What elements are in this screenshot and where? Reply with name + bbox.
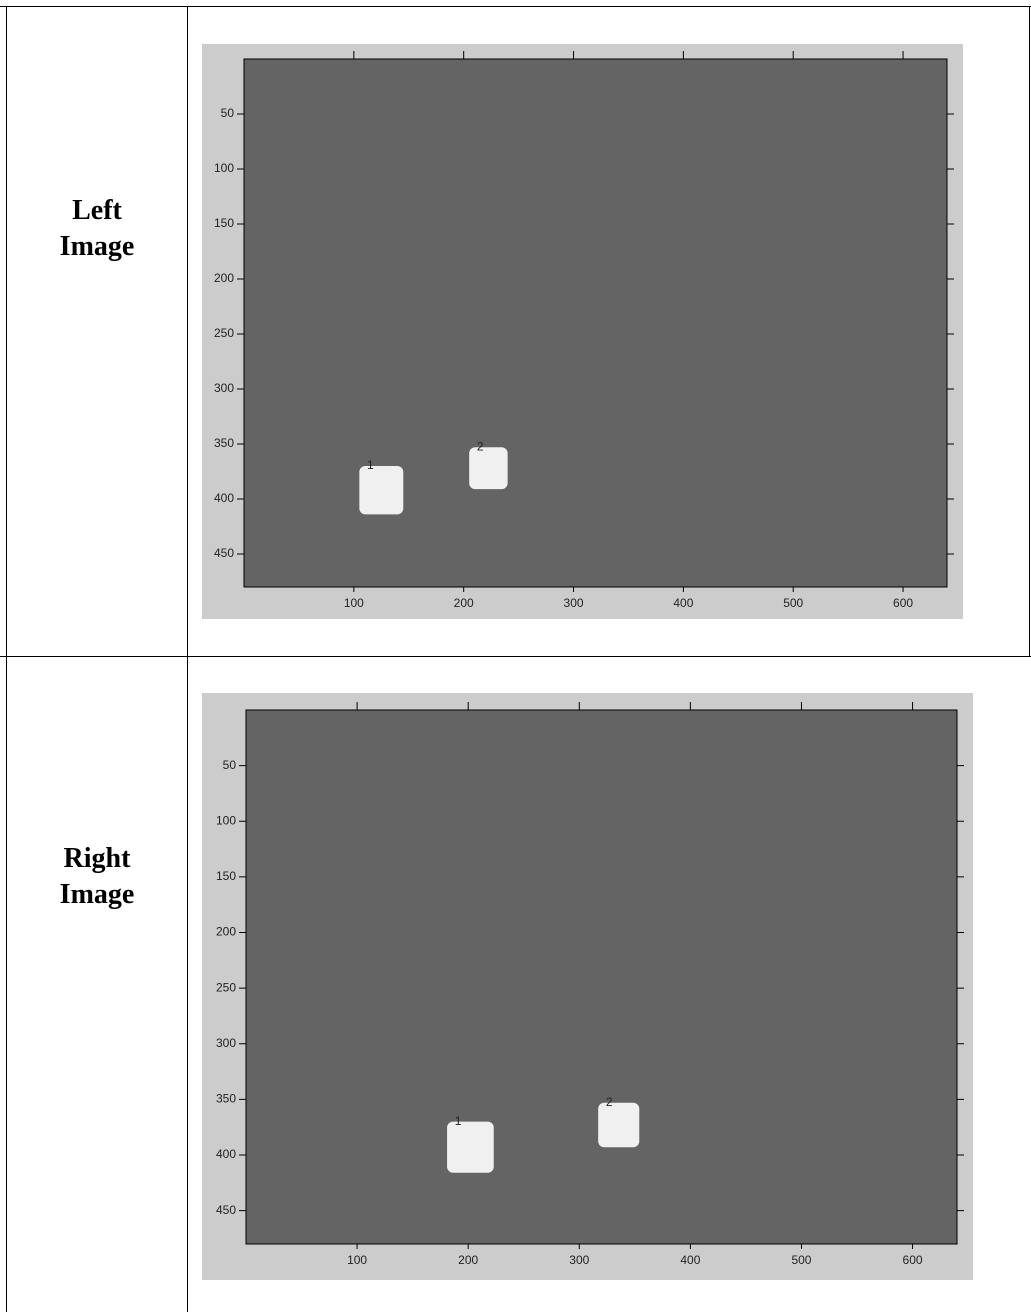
y-tick-label: 150 <box>216 869 236 883</box>
y-tick-label: 150 <box>214 216 234 230</box>
table-border <box>6 6 7 1312</box>
y-tick-label: 400 <box>216 1147 236 1161</box>
y-tick-label: 350 <box>216 1092 236 1106</box>
x-tick-label: 100 <box>347 1253 367 1267</box>
x-tick-label: 500 <box>783 596 803 610</box>
table-border <box>0 656 1031 657</box>
image-plot: 100 200 300 400 500 600 50 100 150 200 250 300 350 40… <box>202 693 973 1280</box>
y-tick-label: 50 <box>221 106 235 120</box>
table-border <box>1029 6 1030 657</box>
table-border <box>0 6 1031 7</box>
x-tick-label: 200 <box>458 1253 478 1267</box>
y-tick-label: 100 <box>216 813 236 827</box>
y-tick-label: 300 <box>214 381 234 395</box>
row-label: Left Image <box>32 193 162 265</box>
y-tick-label: 450 <box>214 546 234 560</box>
region-blob <box>469 447 507 489</box>
x-tick-label: 100 <box>344 596 364 610</box>
x-tick-label: 600 <box>893 596 913 610</box>
x-tick-label: 400 <box>673 596 693 610</box>
table-border <box>187 6 188 1312</box>
y-tick-label: 250 <box>214 326 234 340</box>
row-label: Right Image <box>32 841 162 913</box>
x-tick-label: 300 <box>569 1253 589 1267</box>
y-tick-label: 450 <box>216 1203 236 1217</box>
image-area <box>244 59 947 587</box>
region-label: 2 <box>606 1095 613 1109</box>
x-tick-label: 500 <box>791 1253 811 1267</box>
y-tick-label: 200 <box>214 271 234 285</box>
page: Left Image Right Image 100 200 300 400 500 60… <box>0 0 1031 1312</box>
y-tick-label: 300 <box>216 1036 236 1050</box>
region-label: 2 <box>477 439 484 453</box>
region-blob <box>598 1103 639 1148</box>
region-label: 1 <box>455 1114 462 1128</box>
x-tick-label: 400 <box>680 1253 700 1267</box>
image-area <box>246 710 957 1244</box>
region-blob <box>359 466 403 514</box>
region-blob <box>447 1122 494 1173</box>
x-tick-label: 600 <box>903 1253 923 1267</box>
x-tick-label: 300 <box>564 596 584 610</box>
y-tick-label: 50 <box>223 758 237 772</box>
y-tick-label: 100 <box>214 161 234 175</box>
x-tick-label: 200 <box>454 596 474 610</box>
y-tick-label: 350 <box>214 436 234 450</box>
region-label: 1 <box>367 458 374 472</box>
y-tick-label: 400 <box>214 491 234 505</box>
y-tick-label: 250 <box>216 980 236 994</box>
image-plot: 100 200 300 400 500 600 50 100 150 200 250 300 350 40… <box>202 44 963 619</box>
y-tick-label: 200 <box>216 925 236 939</box>
